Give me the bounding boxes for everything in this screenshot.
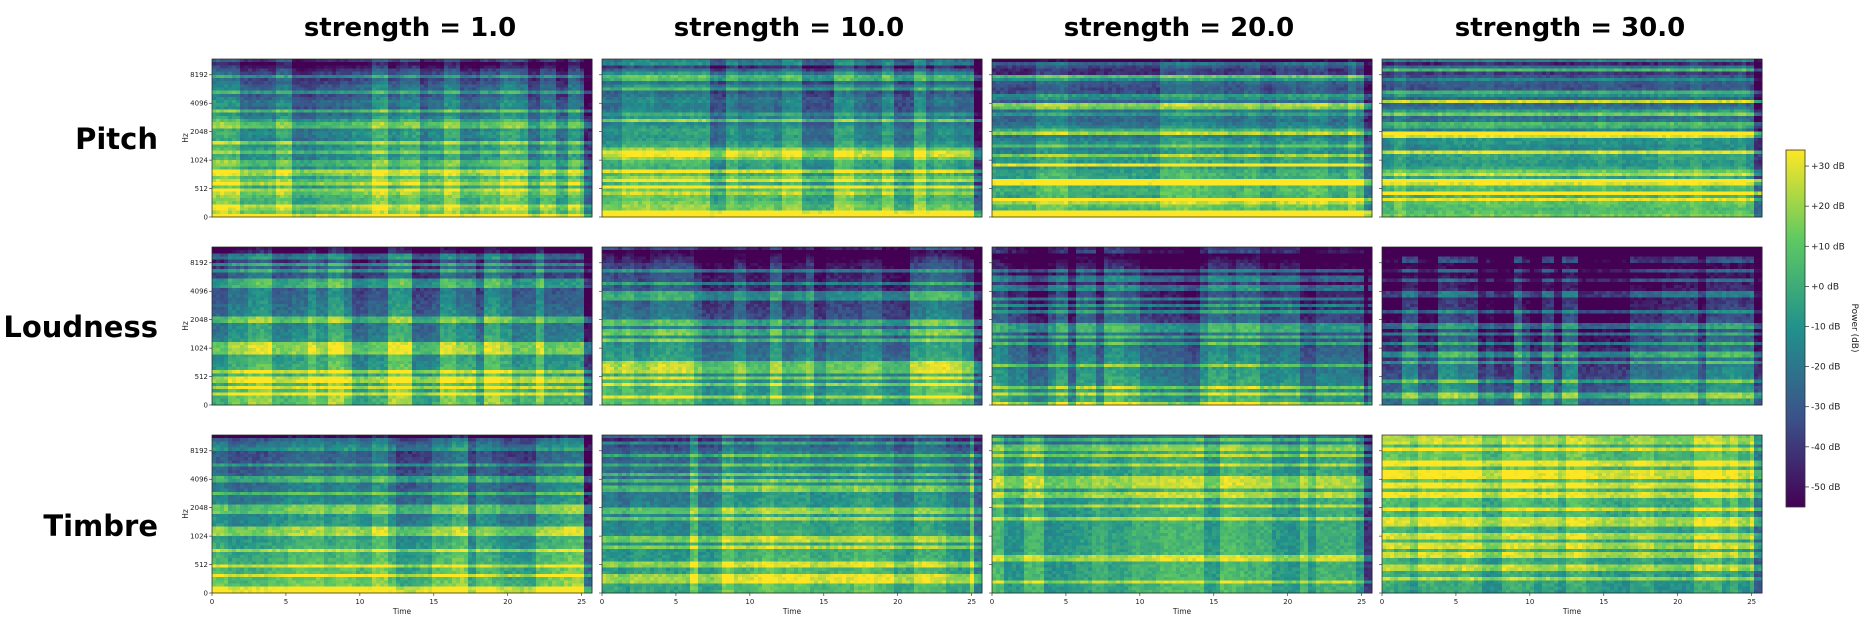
row-label-timbre: Timbre (43, 509, 158, 543)
y-tick-label: 8192 (190, 71, 208, 79)
colorbar-tick-label: -20 dB (1811, 363, 1840, 373)
colorbar-tick-label: -10 dB (1811, 322, 1840, 332)
x-tick-label: 15 (429, 598, 438, 606)
x-tick-label: 5 (1064, 598, 1068, 606)
y-tick-label: 1024 (190, 156, 208, 164)
x-tick-label: 0 (990, 598, 994, 606)
x-tick-label: 5 (674, 598, 678, 606)
panel-pitch-4 (1379, 59, 1762, 217)
y-tick-label: 4096 (190, 288, 208, 296)
panel-loudness-3 (989, 247, 1372, 405)
y-tick-label: 1024 (190, 344, 208, 352)
x-tick-label: 0 (1380, 598, 1384, 606)
x-tick-label: 25 (1747, 598, 1756, 606)
x-tick-label: 20 (503, 598, 512, 606)
y-tick-label: 0 (204, 401, 208, 409)
x-tick-label: 0 (600, 598, 604, 606)
x-tick-label: 20 (1283, 598, 1292, 606)
x-tick-label: 25 (967, 598, 976, 606)
x-tick-label: 5 (284, 598, 288, 606)
row-label-pitch: Pitch (75, 122, 158, 156)
spectrogram-panels: 0 512 1024 2048 4096 8192 Hz 0 512 1024 2048 4096 81… (181, 59, 1762, 616)
x-tick-label: 10 (1135, 598, 1144, 606)
colorbar-tick-label: -30 dB (1811, 403, 1840, 413)
colorbar-tick-label: -50 dB (1811, 483, 1840, 493)
column-title-3: strength = 20.0 (1064, 13, 1294, 43)
x-tick-label: 20 (893, 598, 902, 606)
colorbar-tick-label: +10 dB (1811, 242, 1845, 252)
panel-pitch-1: 0 512 1024 2048 4096 8192 Hz (181, 59, 592, 221)
panel-pitch-2 (599, 59, 982, 217)
colorbar-label: Power (dB) (1849, 304, 1859, 353)
panel-pitch-3 (989, 59, 1372, 217)
column-title-1: strength = 1.0 (304, 13, 516, 43)
x-tick-label: 10 (355, 598, 364, 606)
colorbar-ticks: +30 dB +20 dB +10 dB +0 dB -10 dB -20 dB -30 d… (1805, 162, 1845, 493)
colorbar-tick-label: +20 dB (1811, 202, 1845, 212)
y-axis-label: Hz (181, 321, 190, 331)
y-tick-label: 512 (195, 185, 208, 193)
x-tick-label: 15 (819, 598, 828, 606)
y-axis-label: Hz (181, 509, 190, 519)
x-axis-label: Time (782, 607, 802, 616)
y-tick-label: 0 (204, 589, 208, 597)
panel-timbre-4: 0 5 10 15 20 25 Time (1379, 435, 1762, 616)
column-title-2: strength = 10.0 (674, 13, 904, 43)
x-tick-label: 10 (745, 598, 754, 606)
x-axis-label: Time (1562, 607, 1582, 616)
panel-loudness-4 (1379, 247, 1762, 405)
x-axis-label: Time (392, 607, 412, 616)
y-tick-label: 1024 (190, 532, 208, 540)
x-tick-label: 0 (210, 598, 214, 606)
colorbar-gradient (1786, 150, 1805, 507)
y-tick-label: 2048 (190, 316, 208, 324)
y-tick-label: 2048 (190, 504, 208, 512)
panel-timbre-2: 0 5 10 15 20 25 Time (599, 435, 982, 616)
y-tick-label: 8192 (190, 259, 208, 267)
colorbar-tick-label: +30 dB (1811, 162, 1845, 172)
panel-loudness-2 (599, 247, 982, 405)
x-tick-label: 25 (577, 598, 586, 606)
y-tick-label: 0 (204, 213, 208, 221)
x-tick-label: 20 (1673, 598, 1682, 606)
y-axis-label: Hz (181, 133, 190, 143)
colorbar-tick-label: -40 dB (1811, 443, 1840, 453)
x-tick-label: 10 (1525, 598, 1534, 606)
row-label-loudness: Loudness (3, 310, 158, 344)
colorbar-tick-label: +0 dB (1811, 282, 1839, 292)
panel-timbre-1: 0 512 1024 2048 4096 8192 Hz 0 5 10 15 20 25 Time (181, 435, 592, 616)
x-tick-label: 15 (1209, 598, 1218, 606)
panel-timbre-3: 0 5 10 15 20 25 Time (989, 435, 1372, 616)
x-tick-label: 5 (1454, 598, 1458, 606)
y-tick-label: 4096 (190, 100, 208, 108)
x-axis-label: Time (1172, 607, 1192, 616)
colorbar: +30 dB +20 dB +10 dB +0 dB -10 dB -20 dB -30 d… (1786, 150, 1859, 507)
y-tick-label: 2048 (190, 128, 208, 136)
x-tick-label: 25 (1357, 598, 1366, 606)
y-tick-label: 8192 (190, 447, 208, 455)
y-tick-label: 4096 (190, 476, 208, 484)
panel-loudness-1: 0 512 1024 2048 4096 8192 Hz (181, 247, 592, 409)
x-tick-label: 15 (1599, 598, 1608, 606)
y-tick-label: 512 (195, 561, 208, 569)
column-title-4: strength = 30.0 (1455, 13, 1685, 43)
y-tick-label: 512 (195, 373, 208, 381)
